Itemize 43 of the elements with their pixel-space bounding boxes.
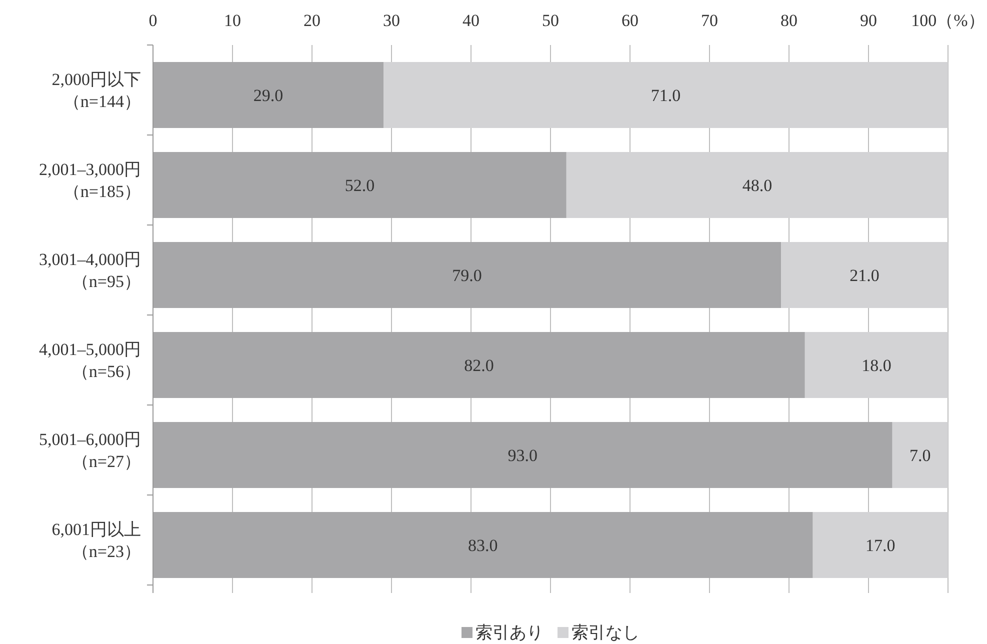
x-tick-label: 30 [383, 11, 400, 30]
x-tick-label: 10 [224, 11, 241, 30]
x-tick-label: 0 [148, 11, 158, 30]
x-tick-label: 70 [701, 11, 718, 30]
bar [804, 332, 948, 398]
x-tick-label: 60 [622, 11, 638, 30]
bar [153, 332, 805, 398]
bar [781, 242, 948, 308]
bar [153, 152, 566, 218]
data-label: 79.0 [452, 266, 482, 285]
bar [153, 422, 892, 488]
bar [153, 512, 813, 578]
y-tick-label: 3,001–4,000円（n=95） [39, 250, 141, 291]
bar [892, 422, 948, 488]
data-label: 52.0 [344, 176, 375, 195]
data-label: 7.0 [910, 446, 931, 465]
data-label: 29.0 [253, 86, 284, 105]
legend-label: 索引あり [476, 623, 544, 642]
legend-label: 索引なし [572, 623, 640, 642]
x-tick-label: 90 [860, 11, 877, 30]
x-tick-label: 50 [542, 11, 559, 30]
bar [153, 242, 782, 308]
data-label: 18.0 [862, 356, 892, 375]
y-tick-label: 6,001円以上（n=23） [52, 520, 141, 561]
y-tick-label: 2,001–3,000円（n=185） [39, 160, 141, 201]
data-label: 48.0 [742, 176, 772, 195]
bar [153, 62, 384, 128]
bar [566, 152, 948, 218]
x-tick-label: 100（%） [911, 11, 985, 30]
x-tick-label: 80 [780, 11, 798, 30]
bar [384, 62, 948, 128]
y-tick-label: 2,000円以下（n=144） [52, 70, 141, 111]
y-tick-label: 4,001–5,000円（n=56） [39, 340, 141, 381]
bar [812, 512, 948, 578]
data-label: 83.0 [468, 536, 498, 555]
x-tick-label: 20 [304, 11, 320, 30]
data-label: 21.0 [850, 266, 880, 285]
data-label: 82.0 [464, 356, 494, 375]
data-label: 17.0 [866, 536, 896, 555]
data-label: 93.0 [508, 446, 538, 465]
data-label: 71.0 [650, 86, 681, 105]
y-tick-label: 5,001–6,000円（n=27） [39, 430, 141, 471]
x-tick-label: 40 [462, 11, 480, 30]
